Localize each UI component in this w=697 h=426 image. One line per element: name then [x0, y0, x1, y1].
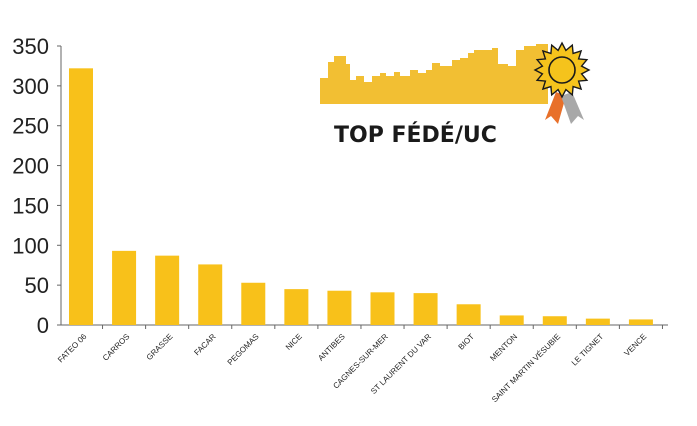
bar-nice	[284, 289, 309, 325]
badge-title: TOP FÉDÉ/UC	[334, 122, 497, 148]
bar-facar	[198, 264, 223, 325]
y-tick-label: 0	[37, 313, 49, 338]
bar-saint-martin-v-subie	[542, 316, 567, 325]
x-tick-label: FATEO 06	[56, 332, 89, 365]
bar-grasse	[155, 255, 180, 325]
x-tick-label: BIOT	[456, 332, 476, 352]
bar-cagnes-sur-mer	[370, 292, 395, 325]
bar-carros	[112, 250, 137, 325]
bar-vence	[628, 319, 653, 325]
bar-pegomas	[241, 282, 266, 325]
x-tick-label: ANTIBES	[316, 332, 347, 363]
x-tick-label: GRASSE	[145, 332, 175, 362]
x-tick-label: VENCE	[622, 332, 648, 358]
badge: TOP FÉDÉ/UC	[320, 41, 591, 148]
x-tick-label: MENTON	[488, 332, 519, 363]
y-tick-label: 300	[12, 74, 49, 99]
award-medal-icon	[533, 41, 591, 124]
bars	[69, 68, 663, 329]
city-skyline-icon	[320, 44, 548, 104]
x-tick-label: PEGOMAS	[226, 332, 261, 367]
x-axis-labels: FATEO 06 CARROS GRASSE FACAR PEGOMAS NICE ANTI…	[56, 332, 648, 405]
bar-biot	[456, 304, 481, 325]
y-tick-label: 150	[12, 193, 49, 218]
bar-antibes	[327, 290, 352, 325]
x-tick-label: LE TIGNET	[570, 332, 606, 368]
bar-fateo-06	[69, 68, 93, 325]
x-tick-label: NICE	[284, 332, 304, 352]
bar-le-tignet	[585, 318, 610, 325]
bar-st-laurent-du-var	[413, 293, 438, 325]
y-tick-label: 200	[12, 154, 49, 179]
x-tick-label: CARROS	[101, 332, 132, 363]
x-tick-label: FACAR	[192, 332, 217, 357]
y-tick-label: 100	[12, 233, 49, 258]
y-axis-ticks: 0 50 100 150 200 250 300 350	[12, 34, 61, 338]
bar-menton	[499, 315, 524, 325]
y-tick-label: 250	[12, 114, 49, 139]
y-tick-label: 50	[25, 273, 49, 298]
y-tick-label: 350	[12, 34, 49, 59]
